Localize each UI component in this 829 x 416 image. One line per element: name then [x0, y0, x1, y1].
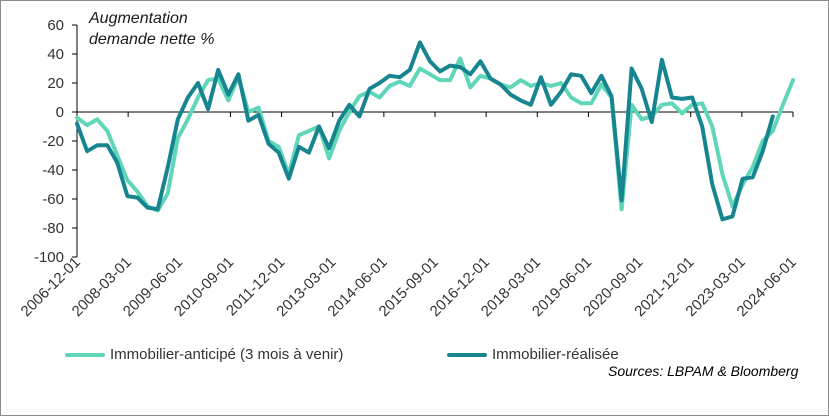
legend-label-realise: Immobilier-réalisée: [492, 346, 619, 363]
series-line-realise: [75, 40, 775, 222]
y-tick-label: -20: [42, 133, 64, 150]
y-tick-label: 20: [47, 75, 64, 92]
legend-item-realise: Immobilier-réalisée: [447, 346, 619, 363]
y-tick-label: 0: [56, 104, 64, 121]
chart-title-line2: demande nette %: [89, 31, 215, 48]
source-note: Sources: LBPAM & Bloomberg: [608, 363, 799, 379]
legend-label-anticipe: Immobilier-anticipé (3 mois à venir): [110, 346, 344, 363]
chart-title-line1: Augmentation: [89, 10, 188, 27]
series-line-anticipe: [75, 56, 795, 213]
legend-swatch-realise: [447, 352, 487, 357]
y-tick-label: -40: [42, 162, 64, 179]
legend-item-anticipe: Immobilier-anticipé (3 mois à venir): [65, 346, 343, 363]
y-tick-label: 40: [47, 46, 64, 63]
y-tick-label: -60: [42, 191, 64, 208]
y-tick-label: 60: [47, 17, 64, 34]
legend-swatch-anticipe: [65, 352, 105, 357]
y-tick-label: -100: [34, 249, 64, 266]
y-tick-label: -80: [42, 220, 64, 237]
